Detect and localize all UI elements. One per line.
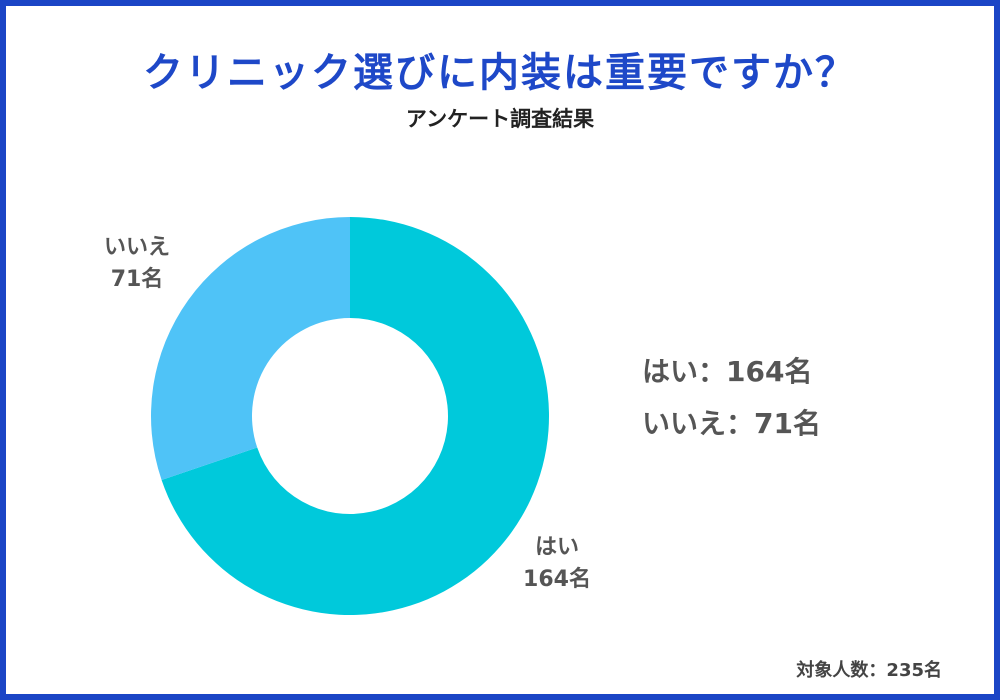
legend-item-iie: いいえ：71名 — [642, 407, 821, 440]
slice-label-name: いいえ — [103, 235, 170, 260]
total-respondents: 対象人数：235名 — [796, 660, 942, 681]
slice-label-iie: いいえ 71名 — [92, 232, 182, 296]
donut-slice-hai — [161, 217, 549, 615]
legend-item-hai: はい：164名 — [642, 355, 813, 388]
chart-title: クリニック選びに内装は重要ですか？ — [143, 50, 857, 96]
donut-slice-iie — [151, 217, 350, 481]
slice-label-name: はい — [534, 535, 579, 560]
chart-subtitle: アンケート調査結果 — [405, 107, 595, 131]
slice-label-hai: はい 164名 — [512, 532, 602, 596]
slice-label-value: 164名 — [523, 567, 591, 592]
slice-label-value: 71名 — [110, 267, 164, 292]
